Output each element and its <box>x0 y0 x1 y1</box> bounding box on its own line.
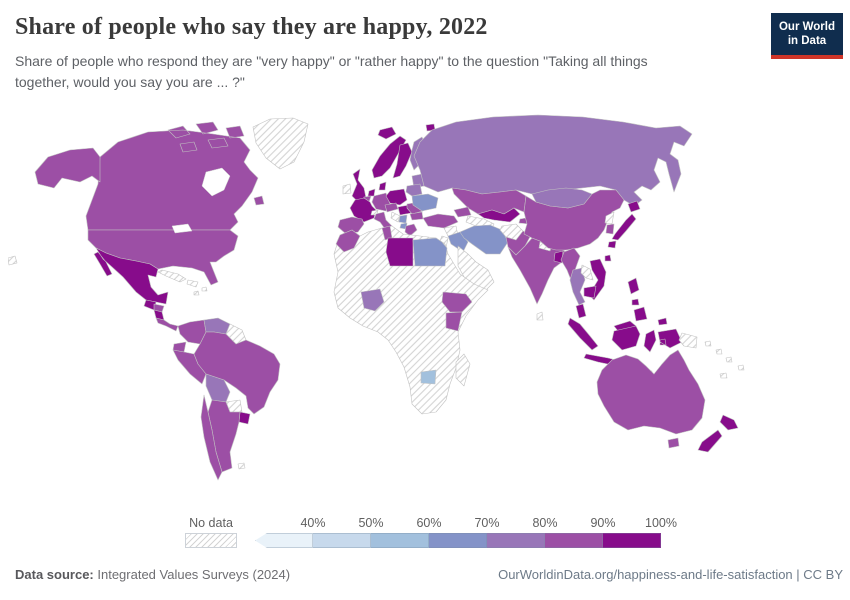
region-costa-rica-panama[interactable] <box>155 317 179 332</box>
region-netherlands[interactable] <box>367 188 376 197</box>
page-title: Share of people who say they are happy, … <box>15 14 488 40</box>
region-africa-no-data[interactable] <box>333 225 489 415</box>
legend-tick-90: 90% <box>590 516 616 530</box>
region-brazil[interactable] <box>193 331 281 415</box>
region-turkey[interactable] <box>422 213 459 229</box>
legend-tick-labels: 40% 50% 60% 70% 80% 90% 100% <box>255 516 677 531</box>
region-nigeria[interactable] <box>360 288 385 312</box>
footer-datasource-label: Data source: <box>15 567 94 582</box>
region-new-zealand[interactable] <box>697 414 739 453</box>
legend-tick-60: 60% <box>416 516 442 530</box>
hudson-bay <box>201 167 231 197</box>
region-new-caledonia-fiji[interactable] <box>719 364 745 379</box>
region-madagascar[interactable] <box>455 353 471 387</box>
legend-segment-50-60[interactable] <box>371 533 429 548</box>
footer-datasource: Data source: Integrated Values Surveys (… <box>15 567 290 582</box>
region-serbia[interactable] <box>398 214 408 224</box>
region-australia[interactable] <box>596 349 706 449</box>
region-taiwan[interactable] <box>604 254 612 262</box>
legend-segment-60-70[interactable] <box>429 533 487 548</box>
owid-logo-line1: Our World <box>778 21 835 33</box>
region-ireland[interactable] <box>342 183 352 195</box>
legend-no-data-swatch[interactable] <box>185 533 237 548</box>
region-mongolia[interactable] <box>531 187 593 209</box>
region-laos[interactable] <box>580 264 594 281</box>
region-croatia-bosnia[interactable] <box>390 211 401 223</box>
region-venezuela[interactable] <box>203 317 231 335</box>
region-sri-lanka[interactable] <box>536 311 544 321</box>
legend-tick-40: 40% <box>300 516 326 530</box>
great-lakes <box>171 223 193 234</box>
region-uzbekistan[interactable] <box>477 207 521 223</box>
region-spain-portugal[interactable] <box>337 216 365 235</box>
region-bulgaria[interactable] <box>409 211 424 221</box>
region-malaysia[interactable] <box>575 303 637 332</box>
region-canada[interactable] <box>85 121 265 231</box>
legend-segment-90-100[interactable] <box>603 533 661 548</box>
legend-segment-40[interactable] <box>255 533 313 548</box>
region-uruguay[interactable] <box>238 411 251 425</box>
region-ukraine[interactable] <box>411 193 439 212</box>
region-poland[interactable] <box>385 188 408 206</box>
region-japan[interactable] <box>607 200 641 249</box>
region-caribbean-islands[interactable] <box>193 286 208 296</box>
legend-segment-80-90[interactable] <box>545 533 603 548</box>
legend-tick-70: 70% <box>474 516 500 530</box>
region-pacific-islands[interactable] <box>8 255 18 266</box>
region-falkland-islands[interactable] <box>237 462 246 470</box>
region-egypt[interactable] <box>412 237 448 267</box>
footer-datasource-value[interactable]: Integrated Values Surveys (2024) <box>93 567 291 582</box>
legend-no-data-label: No data <box>189 516 233 530</box>
legend-tick-100: 100% <box>645 516 677 530</box>
world-choropleth-map <box>8 112 843 512</box>
region-libya[interactable] <box>385 237 414 267</box>
legend-segment-40-50[interactable] <box>313 533 371 548</box>
region-mexico[interactable] <box>93 247 169 305</box>
region-kenya[interactable] <box>445 311 463 332</box>
legend-color-scale <box>255 533 661 548</box>
region-caucasus[interactable] <box>453 206 472 218</box>
owid-logo-line2: in Data <box>787 35 827 48</box>
region-belarus[interactable] <box>405 183 423 197</box>
footer: Data source: Integrated Values Surveys (… <box>15 567 843 582</box>
region-greenland[interactable] <box>252 117 309 170</box>
region-czechia-austria[interactable] <box>384 202 399 213</box>
region-chile[interactable] <box>200 394 223 481</box>
region-denmark[interactable] <box>378 181 387 191</box>
legend-segment-70-80[interactable] <box>487 533 545 548</box>
legend-tick-80: 80% <box>532 516 558 530</box>
region-iceland[interactable] <box>377 126 397 140</box>
region-cuba[interactable] <box>157 269 187 283</box>
footer-credit-link[interactable]: OurWorldinData.org/happiness-and-life-sa… <box>498 567 843 582</box>
owid-logo[interactable]: Our World in Data <box>771 13 843 59</box>
region-iran[interactable] <box>459 224 509 255</box>
region-hispaniola[interactable] <box>186 279 199 288</box>
region-greece[interactable] <box>404 223 418 237</box>
region-papua-new-guinea[interactable] <box>678 332 698 349</box>
region-cambodia[interactable] <box>583 285 597 299</box>
region-morocco[interactable] <box>335 229 361 253</box>
page-subtitle: Share of people who respond they are "ve… <box>15 53 648 90</box>
region-philippines[interactable] <box>627 277 648 322</box>
region-alaska[interactable] <box>34 147 101 189</box>
region-south-korea[interactable] <box>605 223 615 235</box>
region-zimbabwe[interactable] <box>420 369 437 385</box>
legend-tick-50: 50% <box>358 516 384 530</box>
region-solomon-islands[interactable] <box>704 340 733 363</box>
region-sweden[interactable] <box>392 142 413 179</box>
